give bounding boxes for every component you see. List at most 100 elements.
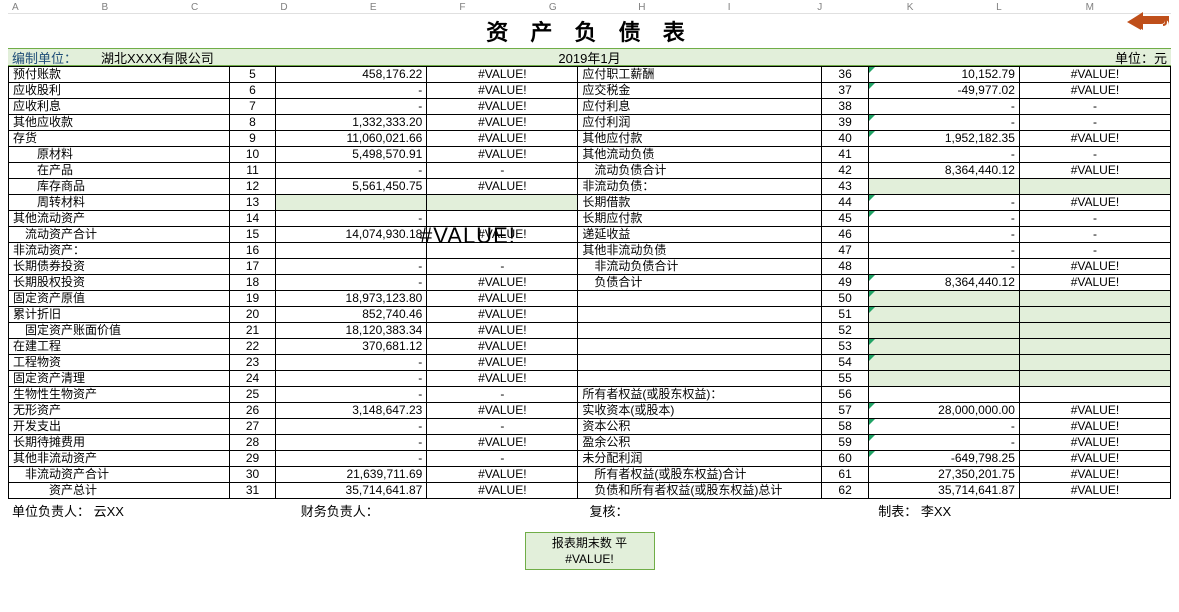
liab-lineno-cell[interactable]: 38 xyxy=(822,99,868,115)
asset-label-cell[interactable]: 原材料 xyxy=(9,147,230,163)
liab-label-cell[interactable]: 应付职工薪酬 xyxy=(578,67,822,83)
asset-amount-cell[interactable]: - xyxy=(276,99,427,115)
asset-label-cell[interactable]: 库存商品 xyxy=(9,179,230,195)
liab-value-cell[interactable] xyxy=(1019,355,1170,371)
asset-amount-cell[interactable]: 18,120,383.34 xyxy=(276,323,427,339)
asset-value-cell[interactable]: #VALUE! xyxy=(427,131,578,147)
liab-lineno-cell[interactable]: 46 xyxy=(822,227,868,243)
liab-label-cell[interactable] xyxy=(578,339,822,355)
liab-amount-cell[interactable]: - xyxy=(868,195,1019,211)
liab-label-cell[interactable]: 流动负债合计 xyxy=(578,163,822,179)
liab-value-cell[interactable]: #VALUE! xyxy=(1019,163,1170,179)
asset-amount-cell[interactable]: - xyxy=(276,419,427,435)
asset-label-cell[interactable]: 固定资产清理 xyxy=(9,371,230,387)
asset-value-cell[interactable]: #VALUE! xyxy=(427,435,578,451)
liab-value-cell[interactable]: #VALUE! xyxy=(1019,259,1170,275)
asset-lineno-cell[interactable]: 15 xyxy=(229,227,275,243)
asset-value-cell[interactable]: #VALUE! xyxy=(427,371,578,387)
liab-value-cell[interactable] xyxy=(1019,291,1170,307)
asset-label-cell[interactable]: 应收股利 xyxy=(9,83,230,99)
asset-label-cell[interactable]: 应收利息 xyxy=(9,99,230,115)
asset-label-cell[interactable]: 无形资产 xyxy=(9,403,230,419)
asset-lineno-cell[interactable]: 10 xyxy=(229,147,275,163)
asset-label-cell[interactable]: 长期债券投资 xyxy=(9,259,230,275)
asset-lineno-cell[interactable]: 14 xyxy=(229,211,275,227)
liab-label-cell[interactable]: 资本公积 xyxy=(578,419,822,435)
liab-value-cell[interactable]: #VALUE! xyxy=(1019,467,1170,483)
liab-amount-cell[interactable]: -49,977.02 xyxy=(868,83,1019,99)
liab-lineno-cell[interactable]: 60 xyxy=(822,451,868,467)
back-arrow-icon[interactable] xyxy=(1125,8,1169,38)
asset-lineno-cell[interactable]: 6 xyxy=(229,83,275,99)
asset-lineno-cell[interactable]: 8 xyxy=(229,115,275,131)
liab-lineno-cell[interactable]: 37 xyxy=(822,83,868,99)
asset-amount-cell[interactable] xyxy=(276,243,427,259)
liab-value-cell[interactable]: - xyxy=(1019,227,1170,243)
asset-amount-cell[interactable]: 11,060,021.66 xyxy=(276,131,427,147)
liab-lineno-cell[interactable]: 50 xyxy=(822,291,868,307)
liab-lineno-cell[interactable]: 41 xyxy=(822,147,868,163)
asset-amount-cell[interactable] xyxy=(276,195,427,211)
liab-label-cell[interactable]: 实收资本(或股本) xyxy=(578,403,822,419)
asset-amount-cell[interactable]: 18,973,123.80 xyxy=(276,291,427,307)
asset-lineno-cell[interactable]: 18 xyxy=(229,275,275,291)
liab-lineno-cell[interactable]: 55 xyxy=(822,371,868,387)
asset-value-cell[interactable]: #VALUE! xyxy=(427,227,578,243)
liab-amount-cell[interactable]: 8,364,440.12 xyxy=(868,275,1019,291)
asset-lineno-cell[interactable]: 9 xyxy=(229,131,275,147)
liab-lineno-cell[interactable]: 36 xyxy=(822,67,868,83)
asset-value-cell[interactable]: - xyxy=(427,419,578,435)
liab-value-cell[interactable]: #VALUE! xyxy=(1019,67,1170,83)
liab-amount-cell[interactable]: - xyxy=(868,435,1019,451)
liab-value-cell[interactable] xyxy=(1019,323,1170,339)
liab-label-cell[interactable]: 所有者权益(或股东权益)： xyxy=(578,387,822,403)
asset-value-cell[interactable]: #VALUE! xyxy=(427,467,578,483)
asset-label-cell[interactable]: 资产总计 xyxy=(9,483,230,499)
asset-lineno-cell[interactable]: 11 xyxy=(229,163,275,179)
asset-lineno-cell[interactable]: 7 xyxy=(229,99,275,115)
asset-label-cell[interactable]: 长期股权投资 xyxy=(9,275,230,291)
asset-label-cell[interactable]: 工程物资 xyxy=(9,355,230,371)
asset-lineno-cell[interactable]: 20 xyxy=(229,307,275,323)
asset-value-cell[interactable]: - xyxy=(427,387,578,403)
asset-lineno-cell[interactable]: 31 xyxy=(229,483,275,499)
asset-amount-cell[interactable]: - xyxy=(276,387,427,403)
liab-value-cell[interactable]: #VALUE! xyxy=(1019,435,1170,451)
liab-lineno-cell[interactable]: 61 xyxy=(822,467,868,483)
liab-lineno-cell[interactable]: 52 xyxy=(822,323,868,339)
liab-lineno-cell[interactable]: 53 xyxy=(822,339,868,355)
asset-lineno-cell[interactable]: 13 xyxy=(229,195,275,211)
liab-value-cell[interactable]: #VALUE! xyxy=(1019,275,1170,291)
liab-label-cell[interactable]: 未分配利润 xyxy=(578,451,822,467)
asset-label-cell[interactable]: 固定资产原值 xyxy=(9,291,230,307)
liab-lineno-cell[interactable]: 43 xyxy=(822,179,868,195)
asset-amount-cell[interactable]: - xyxy=(276,371,427,387)
asset-amount-cell[interactable]: - xyxy=(276,275,427,291)
liab-value-cell[interactable] xyxy=(1019,387,1170,403)
liab-value-cell[interactable]: - xyxy=(1019,211,1170,227)
liab-lineno-cell[interactable]: 47 xyxy=(822,243,868,259)
asset-lineno-cell[interactable]: 28 xyxy=(229,435,275,451)
liab-lineno-cell[interactable]: 62 xyxy=(822,483,868,499)
asset-value-cell[interactable]: #VALUE! xyxy=(427,147,578,163)
liab-amount-cell[interactable]: 10,152.79 xyxy=(868,67,1019,83)
liab-value-cell[interactable] xyxy=(1019,179,1170,195)
liab-value-cell[interactable]: - xyxy=(1019,99,1170,115)
asset-value-cell[interactable]: #VALUE! xyxy=(427,115,578,131)
liab-label-cell[interactable]: 长期应付款 xyxy=(578,211,822,227)
asset-amount-cell[interactable]: - xyxy=(276,435,427,451)
asset-value-cell[interactable]: #VALUE! xyxy=(427,291,578,307)
liab-lineno-cell[interactable]: 58 xyxy=(822,419,868,435)
asset-label-cell[interactable]: 其他非流动资产 xyxy=(9,451,230,467)
liab-value-cell[interactable]: #VALUE! xyxy=(1019,483,1170,499)
liab-amount-cell[interactable] xyxy=(868,323,1019,339)
asset-lineno-cell[interactable]: 19 xyxy=(229,291,275,307)
liab-amount-cell[interactable] xyxy=(868,371,1019,387)
asset-value-cell[interactable] xyxy=(427,195,578,211)
liab-value-cell[interactable]: #VALUE! xyxy=(1019,131,1170,147)
asset-lineno-cell[interactable]: 16 xyxy=(229,243,275,259)
asset-lineno-cell[interactable]: 21 xyxy=(229,323,275,339)
asset-lineno-cell[interactable]: 22 xyxy=(229,339,275,355)
asset-amount-cell[interactable]: - xyxy=(276,355,427,371)
liab-amount-cell[interactable]: -649,798.25 xyxy=(868,451,1019,467)
